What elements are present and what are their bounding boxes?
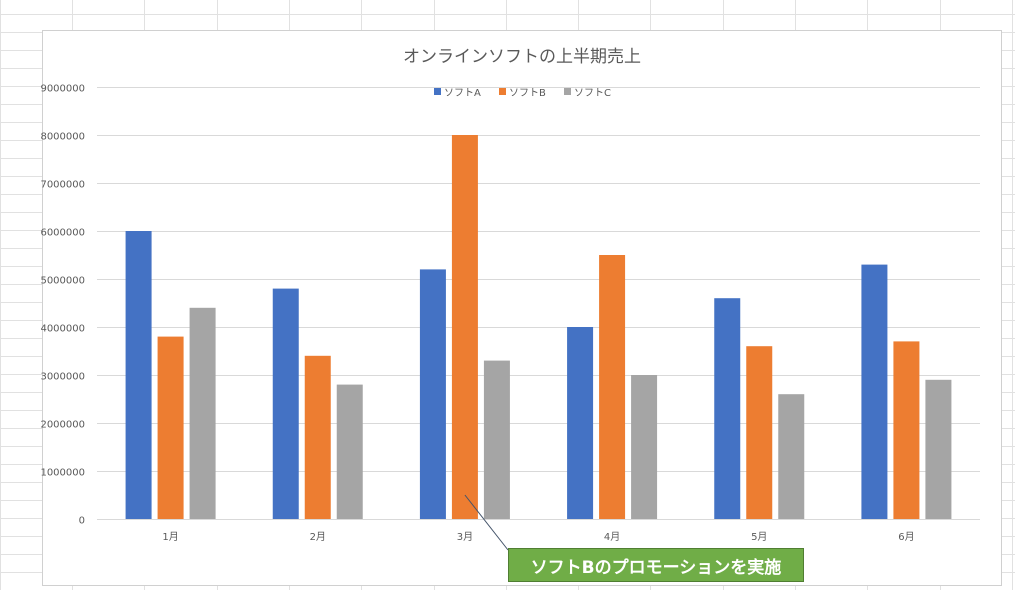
y-axis: 0 1000000 2000000 3000000 4000000 5000000 6000… xyxy=(40,84,85,527)
y-tick-label: 3000000 xyxy=(40,372,85,383)
legend-label: ソフトB xyxy=(509,88,546,99)
y-tick-label: 9000000 xyxy=(40,84,85,95)
y-tick-label: 8000000 xyxy=(40,132,85,143)
y-tick-label: 1000000 xyxy=(40,468,85,479)
legend-swatch xyxy=(564,88,571,95)
bar-1-5[interactable] xyxy=(714,298,741,519)
x-tick-label: 4月 xyxy=(604,531,620,543)
y-tick-label: 6000000 xyxy=(40,228,85,239)
bar-2-2[interactable] xyxy=(304,355,331,519)
bar-3-1[interactable] xyxy=(189,307,216,519)
y-tick-label: 2000000 xyxy=(40,420,85,431)
bar-3-2[interactable] xyxy=(336,384,363,519)
x-tick-label: 3月 xyxy=(457,531,473,543)
x-tick-label: 6月 xyxy=(898,531,914,543)
bar-1-3[interactable] xyxy=(419,269,446,519)
y-tick-label: 4000000 xyxy=(40,324,85,335)
x-tick-label: 2月 xyxy=(310,531,326,543)
legend-label: ソフトC xyxy=(574,88,611,99)
bar-2-6[interactable] xyxy=(893,341,920,519)
x-tick-label: 5月 xyxy=(751,531,767,543)
bar-2-3[interactable] xyxy=(451,135,478,519)
legend: ソフトA ソフトB ソフトC xyxy=(434,88,611,99)
x-axis: 1月 2月 3月 4月 5月 6月 xyxy=(162,531,914,543)
bar-3-4[interactable] xyxy=(631,375,658,519)
legend-label: ソフトA xyxy=(444,88,481,99)
bars xyxy=(125,135,952,519)
legend-swatch xyxy=(499,88,506,95)
y-tick-label: 0 xyxy=(79,516,85,527)
bar-2-4[interactable] xyxy=(599,255,626,519)
legend-swatch xyxy=(434,88,441,95)
bar-3-6[interactable] xyxy=(925,379,952,519)
bar-1-1[interactable] xyxy=(125,231,152,519)
callout-pointer-line xyxy=(464,494,509,551)
bar-2-1[interactable] xyxy=(157,336,184,519)
y-tick-label: 7000000 xyxy=(40,180,85,191)
x-tick-label: 1月 xyxy=(162,531,178,543)
bar-2-5[interactable] xyxy=(746,346,773,519)
bar-1-2[interactable] xyxy=(272,288,299,519)
bar-3-5[interactable] xyxy=(778,394,805,519)
bar-1-4[interactable] xyxy=(567,327,594,519)
y-tick-label: 5000000 xyxy=(40,276,85,287)
gridlines xyxy=(97,87,980,520)
bar-3-3[interactable] xyxy=(483,360,510,519)
bar-1-6[interactable] xyxy=(861,264,888,519)
annotation-callout[interactable]: ソフトBのプロモーションを実施 xyxy=(508,548,804,582)
chart-title: オンラインソフトの上半期売上 xyxy=(403,47,641,67)
